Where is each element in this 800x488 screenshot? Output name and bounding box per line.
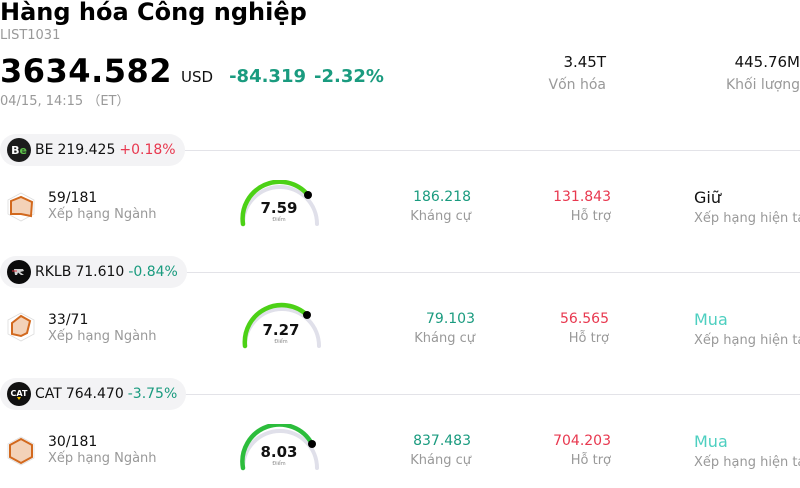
industry-rank-label: Xếp hạng Ngành	[48, 329, 157, 344]
volume-value: 445.76M	[734, 53, 800, 71]
support-value: 56.565	[560, 311, 609, 327]
radar-chart-icon	[7, 436, 35, 466]
rating-value: Mua	[694, 432, 728, 451]
industry-rank-label: Xếp hạng Ngành	[48, 207, 157, 222]
resistance-value: 79.103	[426, 311, 475, 327]
radar-chart-icon	[7, 192, 35, 222]
stock-ticker: RKLB	[35, 264, 72, 280]
stock-pill-cat[interactable]: CAT CAT 764.470 -3.75%	[0, 378, 187, 410]
stock-price: 71.610	[75, 264, 125, 280]
page-title: Hàng hóa Công nghiệp	[0, 0, 307, 26]
industry-rank: 59/181 Xếp hạng Ngành	[48, 190, 157, 222]
stock-price: 219.425	[57, 142, 116, 158]
stock-change-pct: -0.84%	[128, 264, 178, 280]
list-code: LIST1031	[0, 28, 61, 43]
resistance: 186.218 Kháng cự	[410, 189, 471, 224]
support: 56.565 Hỗ trợ	[560, 311, 609, 346]
stock-ticker: CAT	[35, 386, 62, 402]
rklb-logo-icon	[7, 260, 31, 284]
stock-price: 764.470	[65, 386, 124, 402]
score-label: Điểm	[272, 217, 286, 223]
current-rating: Giữ Xếp hạng hiện tại	[694, 188, 800, 226]
rating-value: Giữ	[694, 188, 721, 207]
industry-rank-value: 59/181	[48, 190, 98, 206]
volume-label: Khối lượng	[725, 77, 800, 93]
score-gauge: 8.03 Điểm	[238, 424, 324, 472]
current-rating: Mua Xếp hạng hiện tại	[694, 432, 800, 470]
price-change: -84.319	[229, 66, 307, 87]
support-label: Hỗ trợ	[568, 331, 609, 346]
stock-ticker: BE	[35, 142, 54, 158]
resistance-value: 837.483	[413, 433, 471, 449]
score-gauge: 7.59 Điểm	[238, 180, 324, 228]
market-cap-label: Vốn hóa	[548, 77, 606, 93]
rating-label: Xếp hạng hiện tại	[694, 333, 800, 348]
index-price: 3634.582	[0, 52, 173, 90]
rating-label: Xếp hạng hiện tại	[694, 211, 800, 226]
industry-rank: 33/71 Xếp hạng Ngành	[48, 312, 157, 344]
score-gauge: 7.27 Điểm	[240, 302, 326, 350]
currency: USD	[181, 68, 214, 86]
resistance-label: Kháng cự	[410, 453, 471, 468]
support-label: Hỗ trợ	[570, 453, 611, 468]
rating-value: Mua	[694, 310, 728, 329]
stock-change-pct: -3.75%	[127, 386, 178, 402]
resistance-label: Kháng cự	[410, 209, 471, 224]
industry-rank-label: Xếp hạng Ngành	[48, 451, 157, 466]
divider	[180, 394, 800, 395]
score-label: Điểm	[274, 339, 288, 345]
current-rating: Mua Xếp hạng hiện tại	[694, 310, 800, 348]
divider	[180, 150, 800, 151]
industry-rank-value: 30/181	[48, 434, 98, 450]
price-change-pct: -2.32%	[314, 66, 384, 87]
timestamp: 04/15, 14:15 （ET）	[0, 94, 130, 109]
volume-stat: 445.76M Khối lượng	[726, 53, 800, 93]
score-label: Điểm	[272, 461, 286, 467]
stock-change-pct: +0.18%	[119, 142, 176, 158]
industry-rank-value: 33/71	[48, 312, 89, 328]
resistance: 837.483 Kháng cự	[410, 433, 471, 468]
market-cap-stat: 3.45T Vốn hóa	[549, 53, 606, 93]
price-row: 3634.582 USD -84.319 -2.32%	[0, 52, 384, 90]
resistance: 79.103 Kháng cự	[414, 311, 475, 346]
svg-text:CAT: CAT	[11, 389, 28, 398]
market-cap-value: 3.45T	[563, 53, 606, 71]
support-label: Hỗ trợ	[570, 209, 611, 224]
score-value: 7.27	[262, 321, 300, 339]
rating-label: Xếp hạng hiện tại	[694, 455, 800, 470]
resistance-label: Kháng cự	[414, 331, 475, 346]
score-value: 8.03	[260, 443, 298, 461]
divider	[180, 272, 800, 273]
cat-logo-icon: CAT	[7, 382, 31, 406]
radar-chart-icon	[7, 312, 35, 342]
resistance-value: 186.218	[413, 189, 471, 205]
score-value: 7.59	[260, 199, 298, 217]
industry-rank: 30/181 Xếp hạng Ngành	[48, 434, 157, 466]
support-value: 131.843	[553, 189, 611, 205]
support: 704.203 Hỗ trợ	[553, 433, 611, 468]
support: 131.843 Hỗ trợ	[553, 189, 611, 224]
stock-pill-rklb[interactable]: RKLB 71.610 -0.84%	[0, 256, 187, 288]
support-value: 704.203	[553, 433, 611, 449]
